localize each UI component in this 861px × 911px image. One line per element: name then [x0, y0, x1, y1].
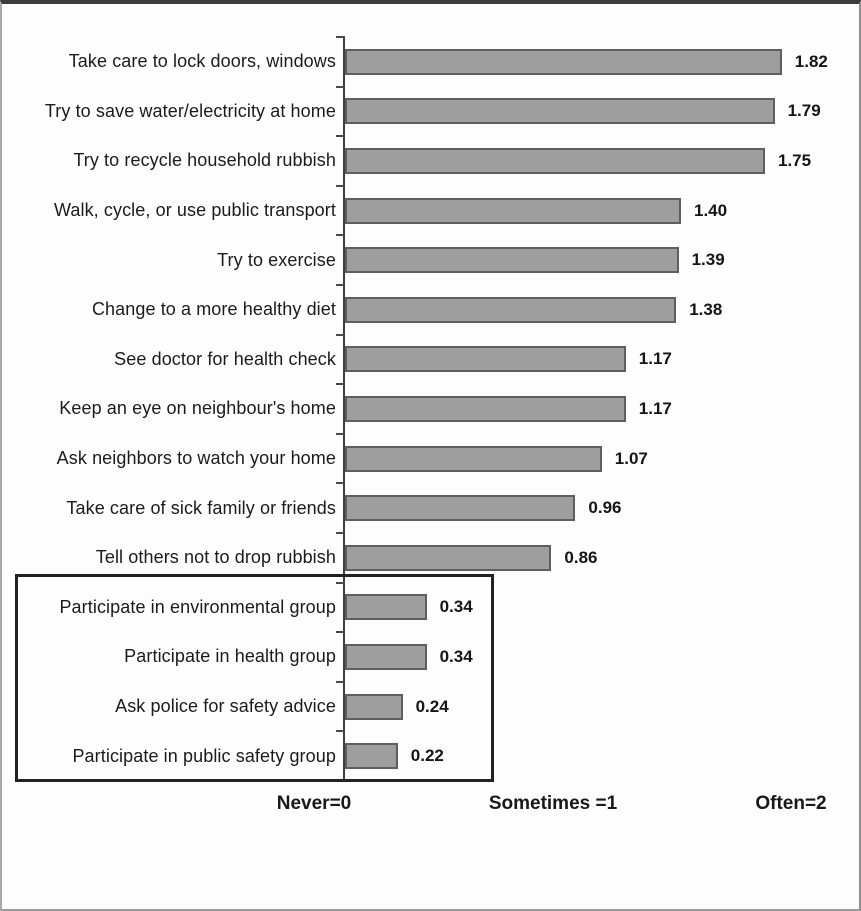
value-label: 1.39 — [691, 250, 725, 270]
value-label: 1.17 — [638, 349, 672, 369]
axis-tick — [336, 482, 345, 485]
value-label: 0.34 — [439, 646, 473, 666]
bar — [345, 197, 681, 224]
highlight-box — [15, 574, 494, 782]
bar — [345, 644, 427, 670]
bar — [345, 98, 775, 125]
axis-tick — [336, 85, 345, 88]
x-axis-label-never: Never=0 — [276, 793, 352, 814]
axis-tick — [336, 284, 345, 286]
value-label: 0.96 — [588, 498, 622, 518]
category-label: Take care of sick family or friends — [66, 497, 336, 518]
bar — [345, 48, 782, 75]
axis-tick — [336, 532, 345, 534]
category-label: Change to a more healthy diet — [91, 299, 336, 320]
axis-tick — [336, 135, 345, 138]
value-label: 1.82 — [794, 51, 828, 71]
value-label: 1.38 — [689, 299, 723, 319]
category-label: Walk, cycle, or use public transport — [53, 200, 336, 221]
value-label: 1.07 — [614, 448, 648, 468]
bar — [345, 693, 403, 720]
bar — [345, 296, 677, 323]
x-axis-label-often: Often=2 — [755, 793, 827, 814]
axis-tick — [336, 680, 345, 683]
axis-tick — [336, 432, 345, 435]
category-label: Participate in public safety group — [72, 745, 336, 766]
axis-tick — [336, 36, 345, 38]
bar — [345, 445, 602, 472]
value-label: 1.40 — [694, 200, 728, 220]
value-label: 1.79 — [787, 101, 821, 121]
axis-tick — [336, 383, 345, 386]
category-label: Try to save water/electricity at home — [44, 100, 336, 121]
category-label: Tell others not to drop rubbish — [95, 547, 336, 568]
axis-tick — [336, 631, 345, 634]
axis-tick — [336, 333, 345, 336]
axis-tick — [336, 581, 345, 584]
category-label: Participate in health group — [124, 646, 336, 667]
value-label: 1.75 — [778, 150, 812, 170]
bar — [345, 346, 626, 373]
bar — [345, 148, 765, 174]
bar — [345, 396, 626, 422]
bar — [345, 495, 576, 522]
category-label: Take care to lock doors, windows — [68, 51, 336, 72]
bar — [345, 743, 398, 770]
value-label: 0.22 — [410, 746, 444, 766]
value-label: 0.24 — [415, 696, 449, 716]
value-label: 0.34 — [439, 597, 473, 617]
category-label: Participate in environmental group — [59, 596, 336, 617]
axis-tick — [336, 234, 345, 237]
category-label: Ask police for safety advice — [115, 696, 336, 717]
value-label: 1.17 — [638, 398, 672, 418]
bar — [345, 544, 552, 571]
bar — [345, 247, 679, 274]
axis-tick — [336, 184, 345, 187]
x-axis-label-sometimes: Sometimes =1 — [488, 793, 618, 814]
x-axis: Never=0 Sometimes =1 Often=2 — [2, 793, 859, 819]
bar — [345, 594, 427, 621]
category-label: Ask neighbors to watch your home — [56, 448, 336, 469]
category-axis-line — [343, 37, 345, 781]
category-label: Try to exercise — [217, 249, 336, 270]
category-label: See doctor for health check — [114, 348, 336, 369]
category-label: Try to recycle household rubbish — [73, 150, 336, 171]
axis-tick — [336, 730, 345, 733]
category-label: Keep an eye on neighbour's home — [59, 398, 336, 419]
bar-chart: Take care to lock doors, windows 1.82 Try … — [2, 4, 859, 909]
value-label: 0.86 — [564, 547, 598, 567]
